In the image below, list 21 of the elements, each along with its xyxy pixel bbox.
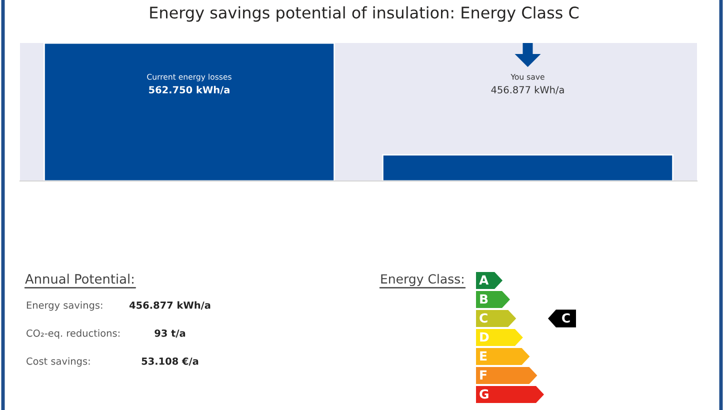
text: Cost savings: [26, 357, 90, 367]
y-tick-label: B [480, 294, 488, 304]
y-tick-label: F [480, 370, 486, 380]
y-tick-label: G [480, 389, 488, 399]
text: 53.108 €/a [142, 357, 198, 366]
bar [476, 386, 544, 404]
text: Annual Potential: [25, 274, 134, 284]
y-tick-label: D [480, 332, 489, 342]
y-tick-label: E [480, 351, 487, 361]
text: CO₂-eq. reductions: [26, 329, 120, 339]
chart-title: Energy Class: [381, 274, 464, 286]
annotation: 562.750 kWh/a [149, 86, 230, 94]
text: C [562, 313, 570, 323]
chart-title: Energy savings potential of insulation: Energy Class C [150, 6, 579, 22]
text: 93 t/a [154, 329, 186, 338]
text: 456.877 kWh/a [129, 301, 210, 310]
y-tick-label: C [480, 313, 488, 323]
text: Energy savings: [26, 301, 102, 311]
annotation: 456.877 kWh/a [491, 86, 564, 94]
bar [476, 366, 538, 384]
y-tick-label: A [479, 275, 489, 285]
